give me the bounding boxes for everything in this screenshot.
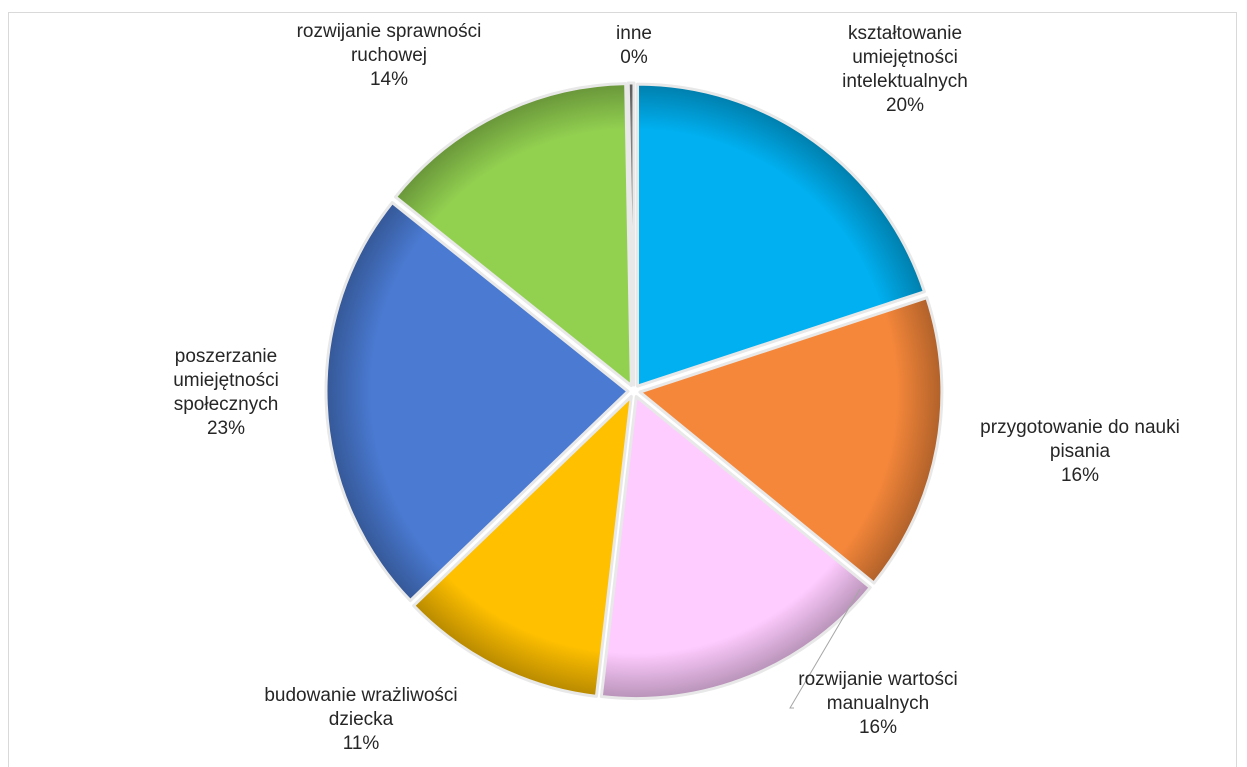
leader-line [789,588,861,709]
slice-category-label: ruchowej [350,45,428,66]
slice-category-label: dziecka [328,709,394,730]
slice-category-label: budowanie wrażliwości [264,685,458,706]
slice-data-label: budowanie wrażliwości dziecka 11% [241,684,481,756]
slice-category-label: kształtowanie [847,23,963,44]
slice-data-label: rozwijanie wartości manualnych 16% [758,668,998,740]
slice-category-label: umiejętności [852,47,958,68]
pie-slice [599,395,872,700]
pie-slice [626,81,636,387]
slice-data-label: inne 0% [514,22,754,70]
pie-slice [412,394,633,698]
pie-slice [638,296,944,585]
pie-slice [324,201,630,603]
slice-category-label: pisania [1049,441,1111,462]
pie-slice [636,82,926,388]
chart-frame [8,12,1237,767]
slice-category-label: manualnych [826,693,930,714]
slice-category-label: rozwijanie sprawności [296,21,482,42]
slice-data-label: przygotowanie do nauki pisania 16% [960,416,1200,488]
slice-data-label: rozwijanie sprawności ruchowej 14% [269,20,509,92]
slice-category-label: intelektualnych [842,71,968,92]
slice-category-label: poszerzanie [174,346,278,367]
slice-percent-label: 16% [1060,465,1100,486]
slice-data-label: poszerzanie umiejętności społecznych 23% [106,345,346,441]
slice-percent-label: 0% [620,47,648,68]
slice-category-label: społecznych [173,394,279,415]
slice-percent-label: 16% [858,717,898,738]
slice-category-label: umiejętności [173,370,279,391]
slice-category-label: inne [616,23,652,44]
slice-percent-label: 14% [369,69,409,90]
slice-data-label: kształtowanie umiejętności intelektualnych… [785,22,1025,118]
slice-category-label: przygotowanie do nauki [980,417,1180,438]
slice-percent-label: 20% [885,95,925,116]
slice-category-label: rozwijanie wartości [798,669,958,690]
slice-percent-label: 11% [342,733,380,754]
pie-slice [394,82,633,388]
slice-percent-label: 23% [206,418,246,439]
